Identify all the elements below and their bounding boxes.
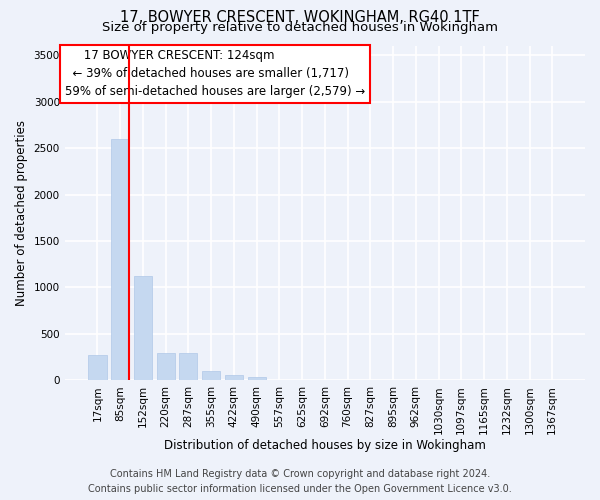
Bar bbox=[202, 371, 220, 380]
Text: 17, BOWYER CRESCENT, WOKINGHAM, RG40 1TF: 17, BOWYER CRESCENT, WOKINGHAM, RG40 1TF bbox=[120, 10, 480, 25]
Bar bbox=[134, 276, 152, 380]
Bar bbox=[157, 354, 175, 380]
Bar bbox=[225, 375, 243, 380]
Text: Size of property relative to detached houses in Wokingham: Size of property relative to detached ho… bbox=[102, 22, 498, 35]
Text: Contains HM Land Registry data © Crown copyright and database right 2024.
Contai: Contains HM Land Registry data © Crown c… bbox=[88, 469, 512, 494]
Bar bbox=[248, 376, 266, 380]
Bar bbox=[88, 356, 107, 380]
X-axis label: Distribution of detached houses by size in Wokingham: Distribution of detached houses by size … bbox=[164, 440, 486, 452]
Bar bbox=[179, 354, 197, 380]
Text: 17 BOWYER CRESCENT: 124sqm
  ← 39% of detached houses are smaller (1,717)
59% of: 17 BOWYER CRESCENT: 124sqm ← 39% of deta… bbox=[65, 50, 365, 98]
Bar bbox=[111, 139, 129, 380]
Y-axis label: Number of detached properties: Number of detached properties bbox=[15, 120, 28, 306]
